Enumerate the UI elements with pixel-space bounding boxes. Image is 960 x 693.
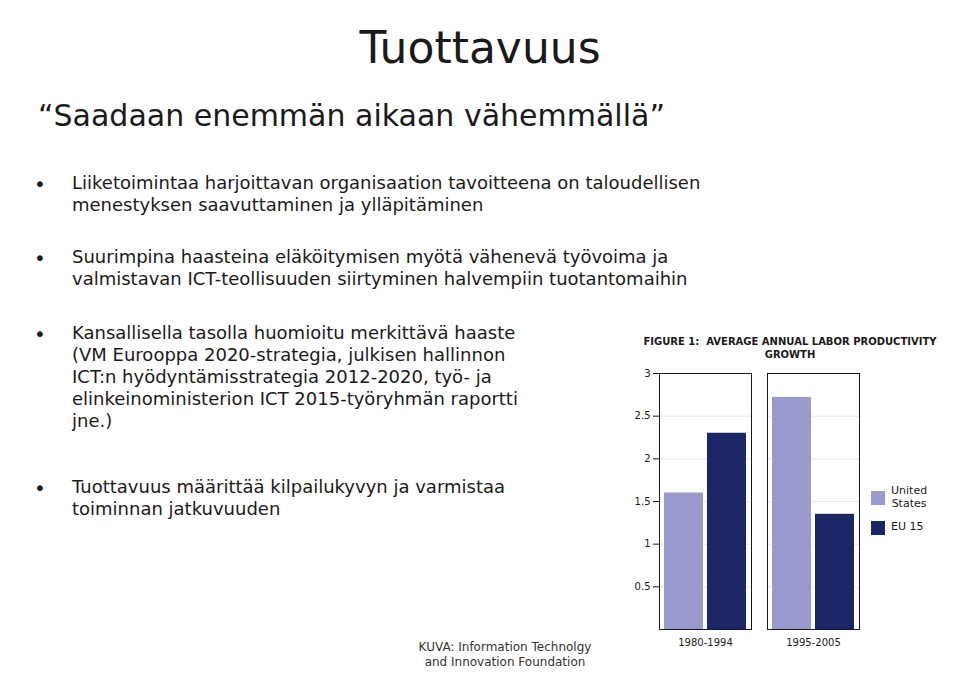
html-text:Tuottavuus määrittää kilpailuk: Tuottavuus määrittää kilpailukyvyn ja va… — [72, 476, 505, 519]
svg-text:1995-2005: 1995-2005 — [786, 637, 841, 648]
svg-text:2: 2 — [644, 453, 650, 464]
html-text:Liiketoimintaa harjoittavan or: Liiketoimintaa harjoittavan organisaatio… — [72, 172, 701, 215]
svg-text:3: 3 — [644, 368, 650, 379]
html-text:FIGURE 1: AVERAGE ANNUAL LABOR: FIGURE 1: AVERAGE ANNUAL LABOR PRODUCTIV… — [643, 336, 940, 360]
html-text:Kansallisella tasolla huomioit: Kansallisella tasolla huomioitu merkittä… — [72, 322, 518, 431]
svg-text:2.5: 2.5 — [635, 410, 651, 421]
html-text:EU 15: EU 15 — [891, 520, 924, 534]
html-text:United States: United States — [891, 484, 928, 510]
svg-text:1980-1994: 1980-1994 — [678, 637, 733, 648]
html-text:“Saadaan enemmän aikaan vähemm: “Saadaan enemmän aikaan vähemmällä” — [38, 98, 665, 133]
svg-text:1: 1 — [644, 538, 650, 549]
svg-text:0.5: 0.5 — [635, 581, 651, 592]
svg-text:1.5: 1.5 — [635, 496, 651, 507]
html-text:Tuottavuus: Tuottavuus — [359, 22, 601, 73]
html-text:Suurimpina haasteina eläköitym: Suurimpina haasteina eläköitymisen myötä… — [72, 246, 688, 289]
html-text:KUVA: Information Technolgy an: KUVA: Information Technolgy and Innovati… — [418, 640, 592, 669]
